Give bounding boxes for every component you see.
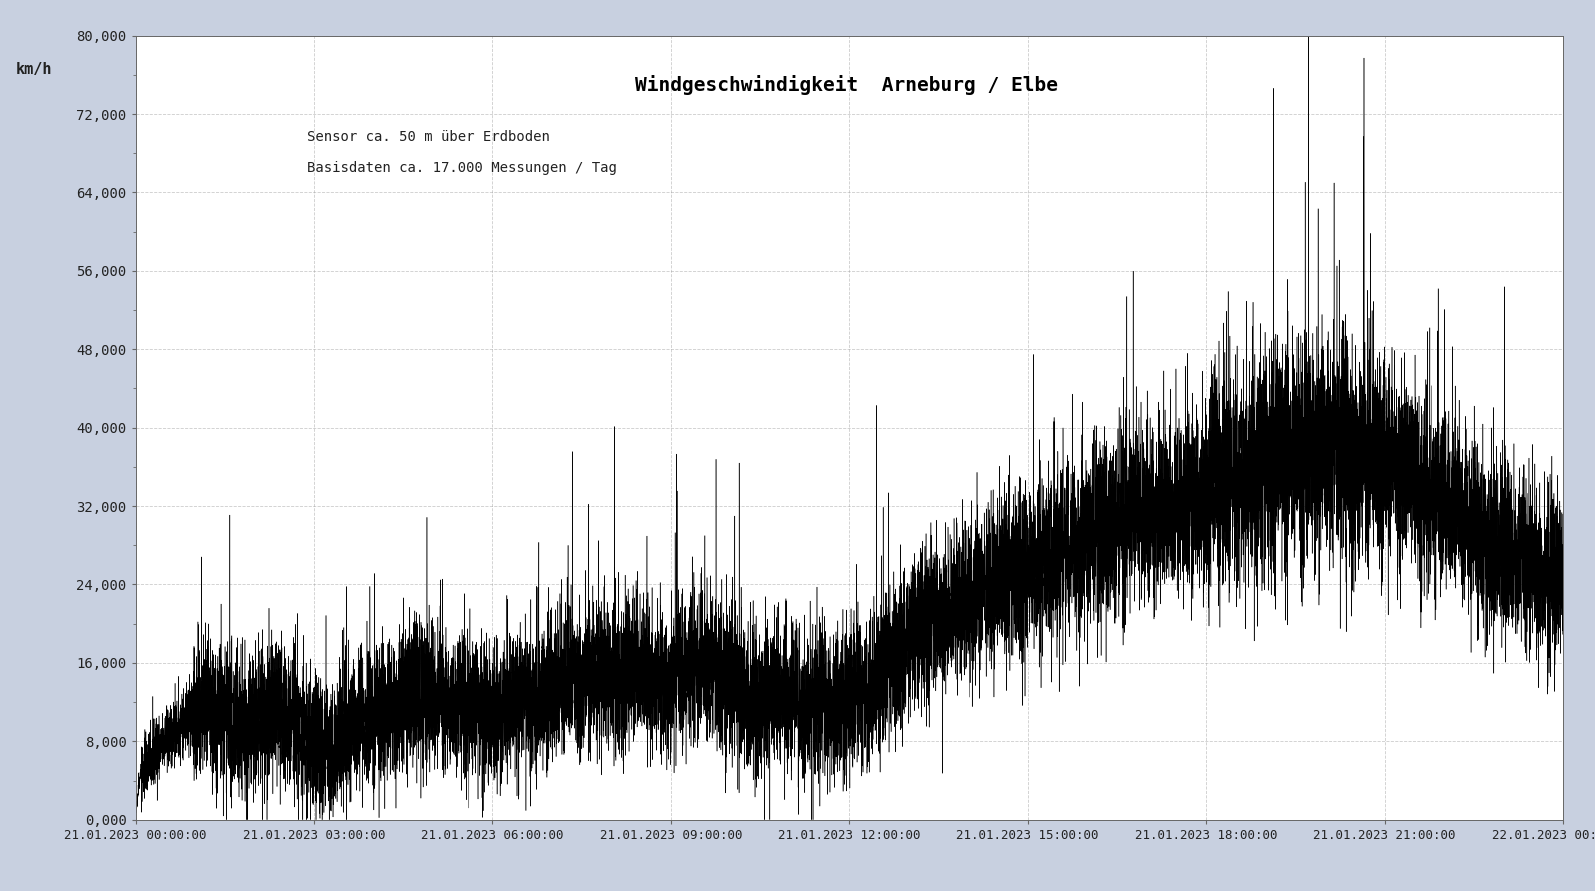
- Text: km/h: km/h: [16, 62, 53, 78]
- Text: Windgeschwindigkeit  Arneburg / Elbe: Windgeschwindigkeit Arneburg / Elbe: [635, 75, 1057, 94]
- Text: Basisdaten ca. 17.000 Messungen / Tag: Basisdaten ca. 17.000 Messungen / Tag: [306, 161, 617, 176]
- Text: Sensor ca. 50 m über Erdboden: Sensor ca. 50 m über Erdboden: [306, 130, 550, 143]
